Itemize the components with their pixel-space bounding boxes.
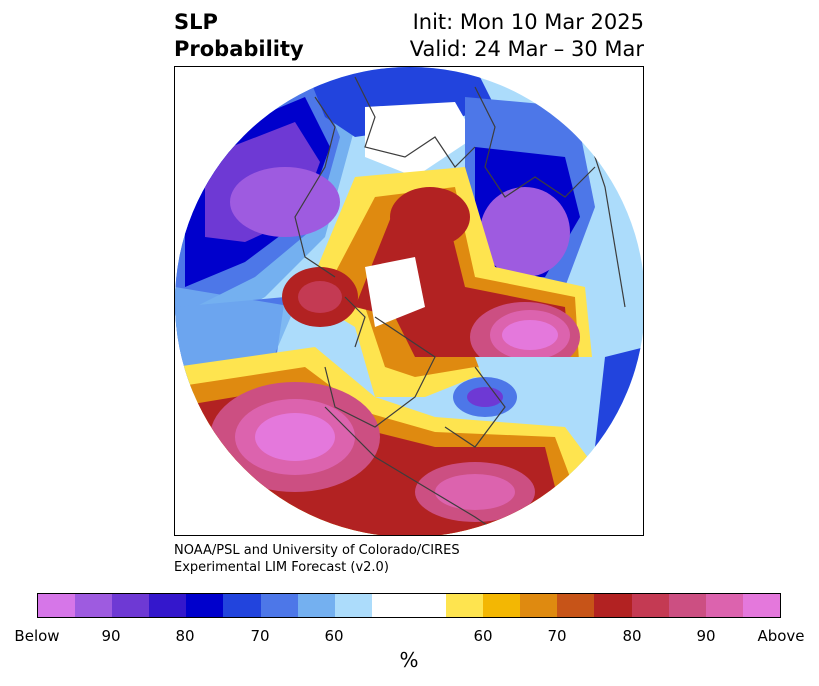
colorbar-segment [520, 594, 558, 617]
colorbar-segment [668, 594, 706, 617]
colorbar-segment [260, 594, 298, 617]
anomaly-center-west-red2 [298, 281, 342, 313]
map-title-line2: Probability [174, 37, 304, 61]
credit-text: NOAA/PSL and University of Colorado/CIRE… [174, 542, 460, 576]
colorbar-segment [705, 594, 743, 617]
anomaly-region-north-light [365, 102, 475, 177]
map-title: SLP Probability [174, 9, 304, 63]
credit-line2: Experimental LIM Forecast (v2.0) [174, 560, 389, 575]
colorbar-segment [483, 594, 521, 617]
north-pole-marker [405, 297, 415, 307]
colorbar [37, 593, 781, 618]
anomaly-center-east-purple [480, 187, 570, 277]
colorbar-segment [557, 594, 595, 617]
colorbar-segment [75, 594, 113, 617]
anomaly-center-east-pink3 [502, 320, 558, 350]
colorbar-tick-label: 90 [696, 627, 716, 645]
colorbar-unit: % [399, 648, 419, 672]
anomaly-center-west-purple [230, 167, 340, 237]
colorbar-segment [186, 594, 224, 617]
colorbar-segment [631, 594, 669, 617]
credit-line1: NOAA/PSL and University of Colorado/CIRE… [174, 543, 460, 558]
colorbar-segment [38, 594, 76, 617]
colorbar-tick-label: 60 [324, 627, 344, 645]
colorbar-tick-label: 80 [175, 627, 195, 645]
colorbar-tick-label: 80 [622, 627, 642, 645]
anomaly-center-southwest-pink3 [255, 413, 335, 461]
colorbar-segment [446, 594, 484, 617]
colorbar-tick-label: 90 [101, 627, 121, 645]
forecast-dates: Init: Mon 10 Mar 2025 Valid: 24 Mar – 30… [410, 9, 644, 63]
colorbar-segment [371, 594, 447, 617]
polar-map [174, 66, 644, 536]
colorbar-segment [223, 594, 261, 617]
colorbar-tick-label: Above [757, 627, 805, 645]
colorbar-segment [112, 594, 150, 617]
colorbar-tick-label: 70 [547, 627, 567, 645]
valid-range: Valid: 24 Mar – 30 Mar [409, 37, 644, 61]
colorbar-segment [594, 594, 632, 617]
colorbar-tick-label: 70 [250, 627, 270, 645]
anomaly-center-north-red [390, 187, 470, 247]
anomaly-center-south-pink2 [435, 474, 515, 510]
colorbar-segment [742, 594, 780, 617]
init-date: Init: Mon 10 Mar 2025 [412, 10, 644, 34]
map-title-line1: SLP [174, 10, 218, 34]
colorbar-segment [334, 594, 372, 617]
polar-map-svg [175, 67, 643, 535]
colorbar-segment [149, 594, 187, 617]
anomaly-region-neutral-pole [365, 257, 425, 327]
colorbar-segment [297, 594, 335, 617]
colorbar-tick-label: 60 [473, 627, 493, 645]
colorbar-tick-label: Below [14, 627, 60, 645]
